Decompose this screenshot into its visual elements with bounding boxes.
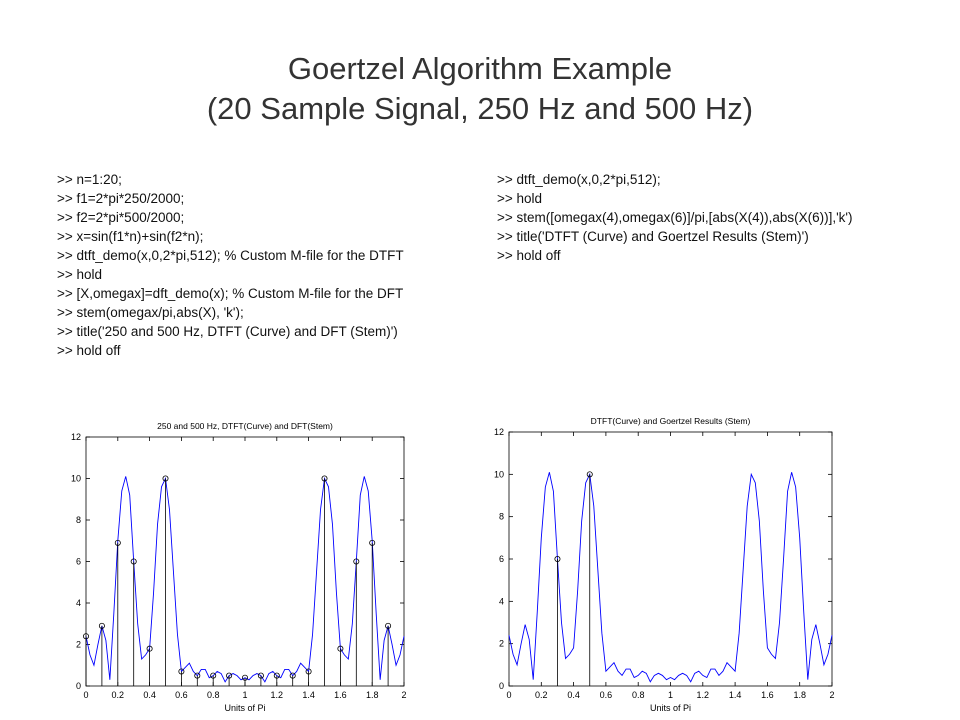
x-tick-label: 1.6 bbox=[761, 690, 774, 700]
stem-marker bbox=[98, 622, 105, 629]
x-axis-label: Units of Pi bbox=[650, 703, 691, 713]
stem-marker bbox=[130, 558, 137, 565]
x-tick-label: 1 bbox=[242, 690, 247, 700]
x-tick-label: 0.6 bbox=[175, 690, 188, 700]
x-tick-label: 1.2 bbox=[271, 690, 284, 700]
code-line: >> f2=2*pi*500/2000; bbox=[57, 210, 185, 225]
stem-marker bbox=[257, 672, 264, 679]
x-tick-label: 0 bbox=[83, 690, 88, 700]
y-tick-label: 8 bbox=[499, 512, 504, 522]
code-line: >> hold off bbox=[57, 343, 121, 358]
stem-marker bbox=[337, 645, 344, 652]
x-tick-label: 0 bbox=[506, 690, 511, 700]
code-line: >> hold off bbox=[497, 248, 561, 263]
x-tick-label: 2 bbox=[829, 690, 834, 700]
y-tick-label: 4 bbox=[76, 598, 81, 608]
code-line: >> [X,omegax]=dft_demo(x); % Custom M-fi… bbox=[57, 286, 404, 301]
stem-marker bbox=[385, 622, 392, 629]
y-tick-label: 4 bbox=[499, 596, 504, 606]
stem-marker bbox=[241, 674, 248, 681]
x-tick-label: 0.2 bbox=[535, 690, 548, 700]
stem-marker bbox=[305, 668, 312, 675]
stem-marker bbox=[194, 672, 201, 679]
y-tick-label: 0 bbox=[76, 681, 81, 691]
y-tick-label: 6 bbox=[499, 554, 504, 564]
x-tick-label: 2 bbox=[401, 690, 406, 700]
x-tick-label: 0.6 bbox=[600, 690, 613, 700]
stem-marker bbox=[226, 672, 233, 679]
code-line: >> title('250 and 500 Hz, DTFT (Curve) a… bbox=[57, 324, 398, 339]
x-tick-label: 0.4 bbox=[143, 690, 156, 700]
x-tick-label: 1.8 bbox=[793, 690, 806, 700]
code-block: >> n=1:20; >> f1=2*pi*250/2000; >> f2=2*pi… bbox=[57, 172, 477, 362]
y-tick-label: 2 bbox=[76, 640, 81, 650]
code-line: >> hold bbox=[497, 191, 543, 206]
stem-marker bbox=[289, 672, 296, 679]
x-tick-label: 1.4 bbox=[302, 690, 315, 700]
x-axis-label: Units of Pi bbox=[224, 703, 265, 713]
x-tick-label: 0.8 bbox=[632, 690, 645, 700]
stem-marker bbox=[369, 539, 376, 546]
stem-marker bbox=[146, 645, 153, 652]
code-line: >> stem([omegax(4),omegax(6)]/pi,[abs(X(… bbox=[497, 210, 853, 225]
y-tick-label: 12 bbox=[71, 432, 81, 442]
x-tick-label: 0.8 bbox=[207, 690, 220, 700]
code-line: >> x=sin(f1*n)+sin(f2*n); bbox=[57, 229, 204, 244]
code-line: >> n=1:20; bbox=[57, 172, 122, 187]
plot-area bbox=[85, 436, 405, 687]
stem-marker bbox=[162, 475, 169, 482]
stem-marker bbox=[321, 475, 328, 482]
x-tick-label: 1.8 bbox=[366, 690, 379, 700]
code-block: >> dtft_demo(x,0,2*pi,512); >> hold >> ste… bbox=[497, 172, 912, 267]
stem-marker bbox=[114, 539, 121, 546]
code-line: >> dtft_demo(x,0,2*pi,512); bbox=[497, 172, 661, 187]
slide-title: Goertzel Algorithm Example bbox=[287, 51, 673, 86]
x-tick-label: 0.4 bbox=[567, 690, 580, 700]
stem-marker bbox=[178, 668, 185, 675]
stem-marker bbox=[210, 672, 217, 679]
y-tick-label: 12 bbox=[494, 427, 504, 437]
code-line: >> hold bbox=[57, 267, 103, 282]
code-line: >> stem(omegax/pi,abs(X), 'k'); bbox=[57, 305, 244, 320]
x-tick-label: 1 bbox=[668, 690, 673, 700]
chart-title: DTFT(Curve) and Goertzel Results (Stem) bbox=[591, 416, 751, 426]
code-line: >> title('DTFT (Curve) and Goertzel Resu… bbox=[497, 229, 809, 244]
code-line: >> f1=2*pi*250/2000; bbox=[57, 191, 185, 206]
code-line: >> dtft_demo(x,0,2*pi,512); % Custom M-f… bbox=[57, 248, 404, 263]
curve bbox=[508, 472, 833, 683]
stem-marker bbox=[83, 633, 90, 640]
y-tick-label: 10 bbox=[71, 474, 81, 484]
x-tick-label: 1.6 bbox=[334, 690, 347, 700]
stem-marker bbox=[586, 471, 593, 478]
y-tick-label: 2 bbox=[499, 639, 504, 649]
stem-marker bbox=[273, 672, 280, 679]
y-tick-label: 10 bbox=[494, 469, 504, 479]
x-tick-label: 1.2 bbox=[697, 690, 710, 700]
x-tick-label: 1.4 bbox=[729, 690, 742, 700]
slide-subtitle: (20 Sample Signal, 250 Hz and 500 Hz) bbox=[206, 91, 754, 126]
chart-title: 250 and 500 Hz, DTFT(Curve) and DFT(Stem… bbox=[157, 421, 333, 431]
y-tick-label: 8 bbox=[76, 515, 81, 525]
y-tick-label: 6 bbox=[76, 557, 81, 567]
x-tick-label: 0.2 bbox=[112, 690, 125, 700]
stem-marker bbox=[353, 558, 360, 565]
y-tick-label: 0 bbox=[499, 681, 504, 691]
stem-marker bbox=[554, 556, 561, 563]
